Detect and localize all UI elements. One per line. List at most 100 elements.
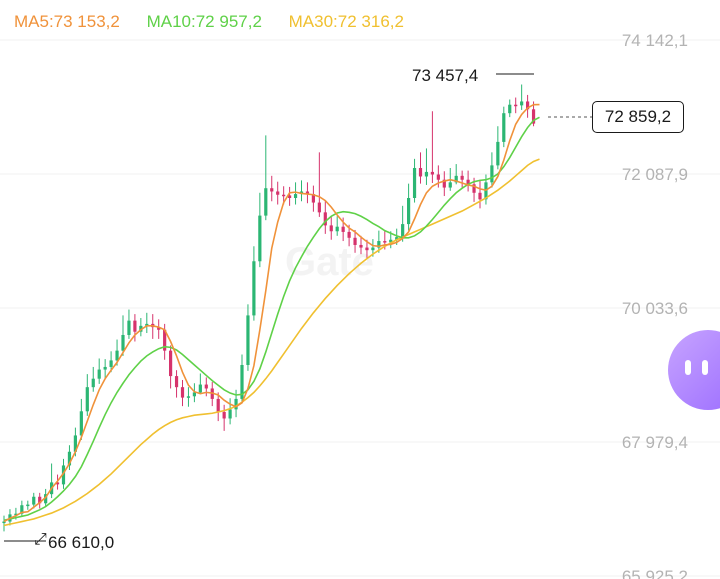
candle-up[interactable] <box>454 175 458 183</box>
candle-up[interactable] <box>186 396 191 398</box>
candle-up[interactable] <box>192 392 196 397</box>
candle-down[interactable] <box>169 350 173 377</box>
candle-down[interactable] <box>526 101 530 110</box>
candle-down[interactable] <box>55 482 60 485</box>
candle-up[interactable] <box>67 451 72 466</box>
candle-up[interactable] <box>293 194 298 198</box>
candle-down[interactable] <box>430 171 434 175</box>
candle-up[interactable] <box>335 226 339 232</box>
candle-up[interactable] <box>395 237 399 240</box>
candle-up[interactable] <box>389 239 393 243</box>
chat-eye-right-icon <box>702 360 708 375</box>
candle-up[interactable] <box>103 366 107 370</box>
ma5-line <box>3 103 540 523</box>
candle-up[interactable] <box>97 369 101 379</box>
candle-up[interactable] <box>91 378 95 388</box>
candle-up[interactable] <box>109 360 113 367</box>
candle-down[interactable] <box>478 192 482 200</box>
candle-up[interactable] <box>73 435 77 452</box>
chat-eye-left-icon <box>685 360 691 375</box>
candle-down[interactable] <box>347 231 351 238</box>
candle-down[interactable] <box>288 195 292 198</box>
candle-up[interactable] <box>145 323 149 326</box>
ma-legend: MA5:73 153,2 MA10:72 957,2 MA30:72 316,2 <box>14 12 426 32</box>
candle-down[interactable] <box>276 191 280 195</box>
candle-down[interactable] <box>329 225 333 232</box>
candle-down[interactable] <box>163 329 167 351</box>
ma30-legend: MA30:72 316,2 <box>288 12 404 31</box>
candle-up[interactable] <box>115 350 119 361</box>
candle-up[interactable] <box>407 197 411 225</box>
candle-down[interactable] <box>365 247 369 251</box>
candle-down[interactable] <box>460 175 464 180</box>
ma5-legend: MA5:73 153,2 <box>14 12 120 31</box>
candle-up[interactable] <box>412 167 417 198</box>
candle-down[interactable] <box>353 237 357 245</box>
expand-icon[interactable]: ⤢ <box>34 531 47 548</box>
candle-down[interactable] <box>180 387 185 398</box>
candle-down[interactable] <box>282 194 286 197</box>
candle-down[interactable] <box>305 191 310 195</box>
candle-up[interactable] <box>424 171 429 177</box>
candle-down[interactable] <box>216 398 220 412</box>
candle-up[interactable] <box>234 398 238 410</box>
candle-up[interactable] <box>520 101 524 106</box>
y-axis-label: 72 087,9 <box>622 165 688 184</box>
current-price-label: 72 859,2 <box>592 101 684 133</box>
candle-up[interactable] <box>20 505 24 514</box>
candle-down[interactable] <box>157 327 161 330</box>
candle-down[interactable] <box>323 212 327 226</box>
high-callout: 73 457,4 <box>412 66 478 85</box>
candle-up[interactable] <box>85 387 89 412</box>
candle-down[interactable] <box>359 244 363 248</box>
candle-up[interactable] <box>448 182 452 188</box>
candle-down[interactable] <box>514 104 518 107</box>
candle-down[interactable] <box>311 194 315 203</box>
candle-down[interactable] <box>174 376 179 388</box>
candle-up[interactable] <box>198 384 202 393</box>
gate-watermark: Gate <box>285 240 374 284</box>
candle-up[interactable] <box>508 104 512 114</box>
candle-down[interactable] <box>222 411 226 419</box>
candle-down[interactable] <box>418 167 423 177</box>
candle-up[interactable] <box>496 141 500 166</box>
candle-down[interactable] <box>341 226 345 232</box>
candle-down[interactable] <box>38 496 42 504</box>
candle-down[interactable] <box>270 188 274 192</box>
candle-up[interactable] <box>264 188 268 216</box>
candle-up[interactable] <box>401 224 405 238</box>
candle-up[interactable] <box>26 504 30 507</box>
candle-down[interactable] <box>531 109 536 124</box>
candle-up[interactable] <box>32 496 36 505</box>
candle-up[interactable] <box>252 261 256 316</box>
candle-up[interactable] <box>240 364 244 399</box>
ma30-line <box>3 158 540 527</box>
candle-up[interactable] <box>121 334 125 351</box>
candle-up[interactable] <box>127 320 131 335</box>
candle-down[interactable] <box>466 179 470 185</box>
candle-down[interactable] <box>317 202 321 213</box>
candle-down[interactable] <box>204 384 208 389</box>
candle-up[interactable] <box>371 247 375 251</box>
low-callout: 66 610,0 <box>48 533 114 552</box>
candle-down[interactable] <box>436 174 440 180</box>
candle-down[interactable] <box>442 179 446 188</box>
candle-down[interactable] <box>383 241 387 243</box>
candle-up[interactable] <box>139 325 143 332</box>
candle-up[interactable] <box>377 241 381 248</box>
candle-up[interactable] <box>14 513 18 516</box>
candle-up[interactable] <box>502 113 506 142</box>
candle-down[interactable] <box>133 320 137 332</box>
candle-up[interactable] <box>490 165 494 183</box>
ma10-line <box>3 116 540 522</box>
candle-up[interactable] <box>61 465 66 485</box>
candle-up[interactable] <box>228 409 232 419</box>
candle-up[interactable] <box>79 411 83 436</box>
candle-up[interactable] <box>44 494 48 504</box>
candle-up[interactable] <box>2 521 6 524</box>
candle-up[interactable] <box>258 215 262 262</box>
candle-down[interactable] <box>472 184 476 193</box>
y-axis-label: 74 142,1 <box>622 31 688 50</box>
candle-up[interactable] <box>246 315 250 365</box>
